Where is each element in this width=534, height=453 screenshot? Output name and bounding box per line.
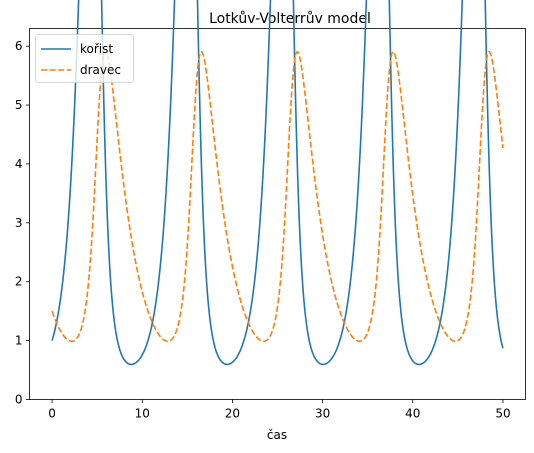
x-tick-label: 10 [135, 407, 150, 421]
x-tick-label: 40 [405, 407, 420, 421]
x-tick-label: 0 [48, 407, 56, 421]
x-axis-ticks: 0 10 20 30 40 50 [48, 399, 511, 421]
x-tick-label: 30 [315, 407, 330, 421]
x-axis-label: čas [267, 428, 287, 442]
y-tick-label: 4 [15, 157, 23, 171]
legend: kořist dravec [35, 34, 134, 83]
chart-title: Lotkův-Volterrův model [209, 11, 371, 27]
series-layer [51, 0, 504, 366]
y-tick-label: 2 [15, 275, 23, 289]
series-line-prey [51, 0, 504, 366]
y-tick-label: 0 [15, 393, 23, 407]
x-tick-label: 20 [225, 407, 240, 421]
x-tick-label: 50 [495, 407, 510, 421]
y-tick-label: 1 [15, 334, 23, 348]
plot-area [29, 28, 526, 400]
y-tick-label: 5 [15, 98, 23, 112]
series-line-predator [51, 50, 504, 343]
legend-label-predator: dravec [80, 63, 121, 77]
y-tick-label: 6 [15, 39, 23, 53]
y-tick-label: 3 [15, 216, 23, 230]
y-axis-ticks: 0 1 2 3 4 5 6 [15, 39, 30, 407]
legend-label-prey: kořist [80, 42, 113, 56]
